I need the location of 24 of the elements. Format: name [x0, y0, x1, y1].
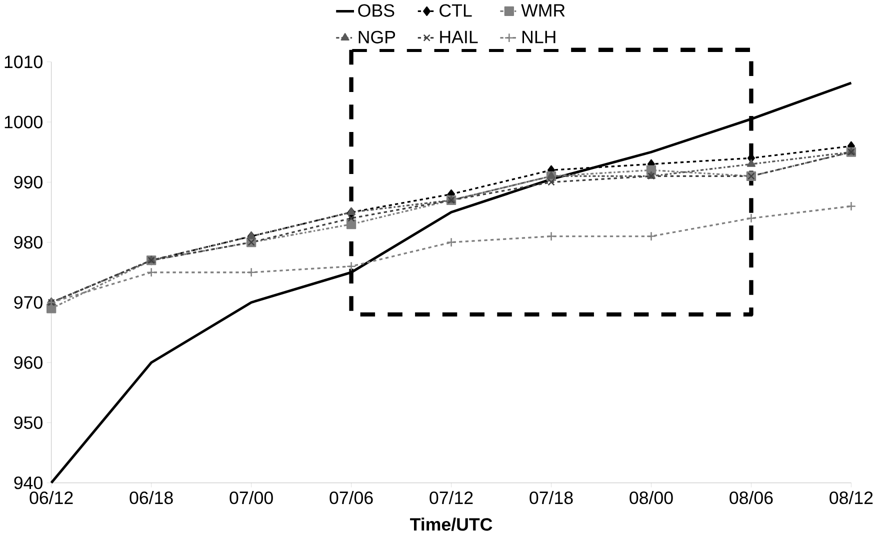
- y-tick-label: 940: [14, 476, 42, 489]
- x-tick-label: 08/12: [830, 490, 873, 504]
- legend-label: CTL: [440, 4, 472, 17]
- y-tick-label: 1000: [4, 116, 42, 128]
- y-tick-label: 970: [14, 296, 42, 309]
- x-tick-label: 08/00: [630, 490, 673, 504]
- x-tick-label: 07/06: [330, 490, 373, 504]
- legend-label: HAIL: [440, 30, 478, 43]
- x-tick-label: 07/18: [530, 490, 573, 504]
- x-tick-label: 07/12: [430, 490, 473, 504]
- x-tick-label: 06/12: [30, 490, 73, 504]
- y-tick-label: 1010: [4, 55, 42, 68]
- legend-label: NGP: [358, 30, 396, 44]
- y-tick-label: 990: [14, 176, 42, 188]
- x-tick-label: 06/18: [130, 490, 173, 504]
- x-tick-label: 07/00: [230, 490, 273, 504]
- legend-label: OBS: [358, 4, 394, 17]
- y-tick-label: 980: [14, 236, 42, 248]
- y-tick-label: 960: [14, 356, 42, 369]
- x-tick-label: 08/06: [730, 490, 773, 504]
- x-axis-title: Time/UTC: [410, 517, 492, 531]
- legend-label: NLH: [522, 30, 556, 43]
- y-tick-label: 950: [14, 416, 42, 429]
- legend-label: WMR: [521, 4, 565, 16]
